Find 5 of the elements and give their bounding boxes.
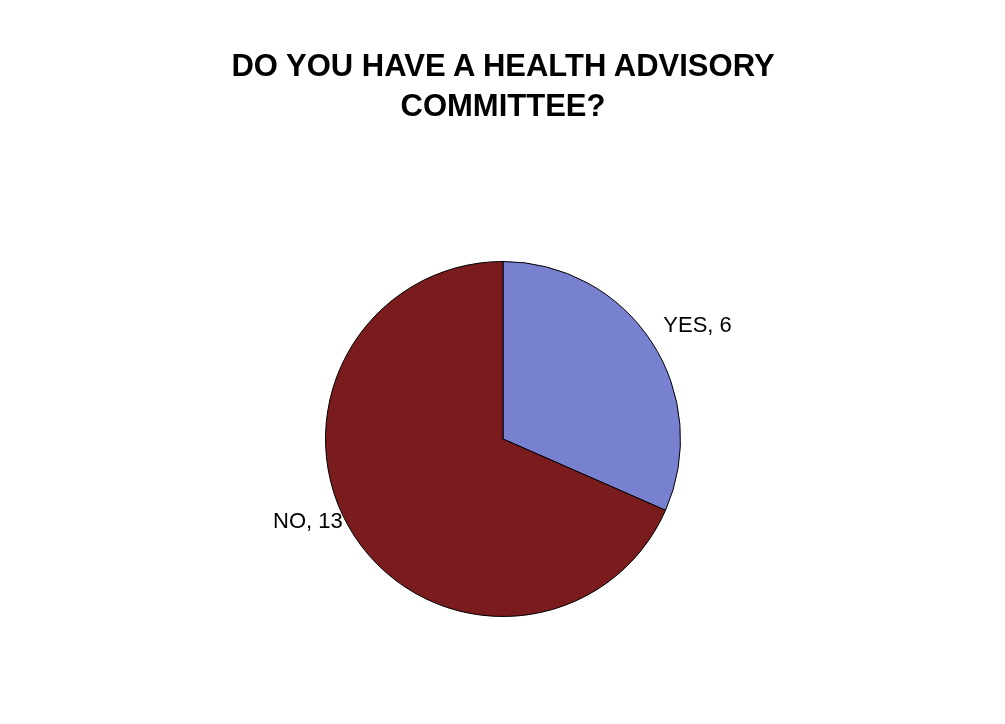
data-label: , 13 [305,507,343,533]
data-label: , 6 [707,312,732,338]
chart-title: DO YOU HAVE A HEALTH ADVISORY COMMITTEE? [230,47,776,125]
slice-label: YES [663,312,708,338]
slice-label: NO [272,507,306,533]
